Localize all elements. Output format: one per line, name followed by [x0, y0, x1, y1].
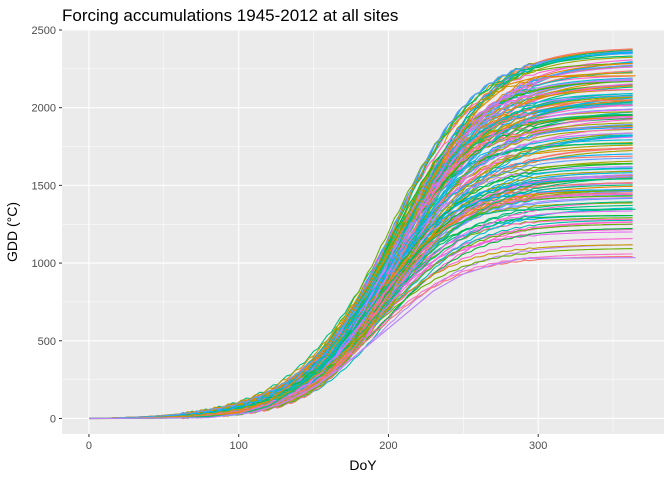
x-tick-label: 200 [379, 440, 397, 452]
y-tick-label: 1000 [32, 258, 56, 270]
x-axis-title: DoY [349, 457, 377, 473]
x-tick-label: 300 [529, 440, 547, 452]
series-lines [88, 48, 636, 420]
y-tick-label: 1500 [32, 180, 56, 192]
reference-series-line [88, 257, 636, 420]
chart-title: Forcing accumulations 1945-2012 at all s… [62, 6, 398, 25]
x-tick-label: 0 [86, 440, 92, 452]
y-axis-ticks: 0 500 1000 1500 2000 2500 [32, 25, 62, 425]
series-line [88, 123, 633, 420]
x-axis-ticks: 0 100 200 300 [86, 434, 547, 452]
y-tick-label: 2000 [32, 103, 56, 115]
reference-series-line [88, 75, 636, 420]
x-tick-label: 100 [230, 440, 248, 452]
y-tick-label: 0 [50, 413, 56, 425]
y-tick-label: 2500 [32, 25, 56, 37]
series-line [88, 244, 633, 420]
y-axis-title: GDD (°C) [4, 202, 20, 262]
series-line [88, 153, 633, 420]
y-tick-label: 500 [38, 336, 56, 348]
